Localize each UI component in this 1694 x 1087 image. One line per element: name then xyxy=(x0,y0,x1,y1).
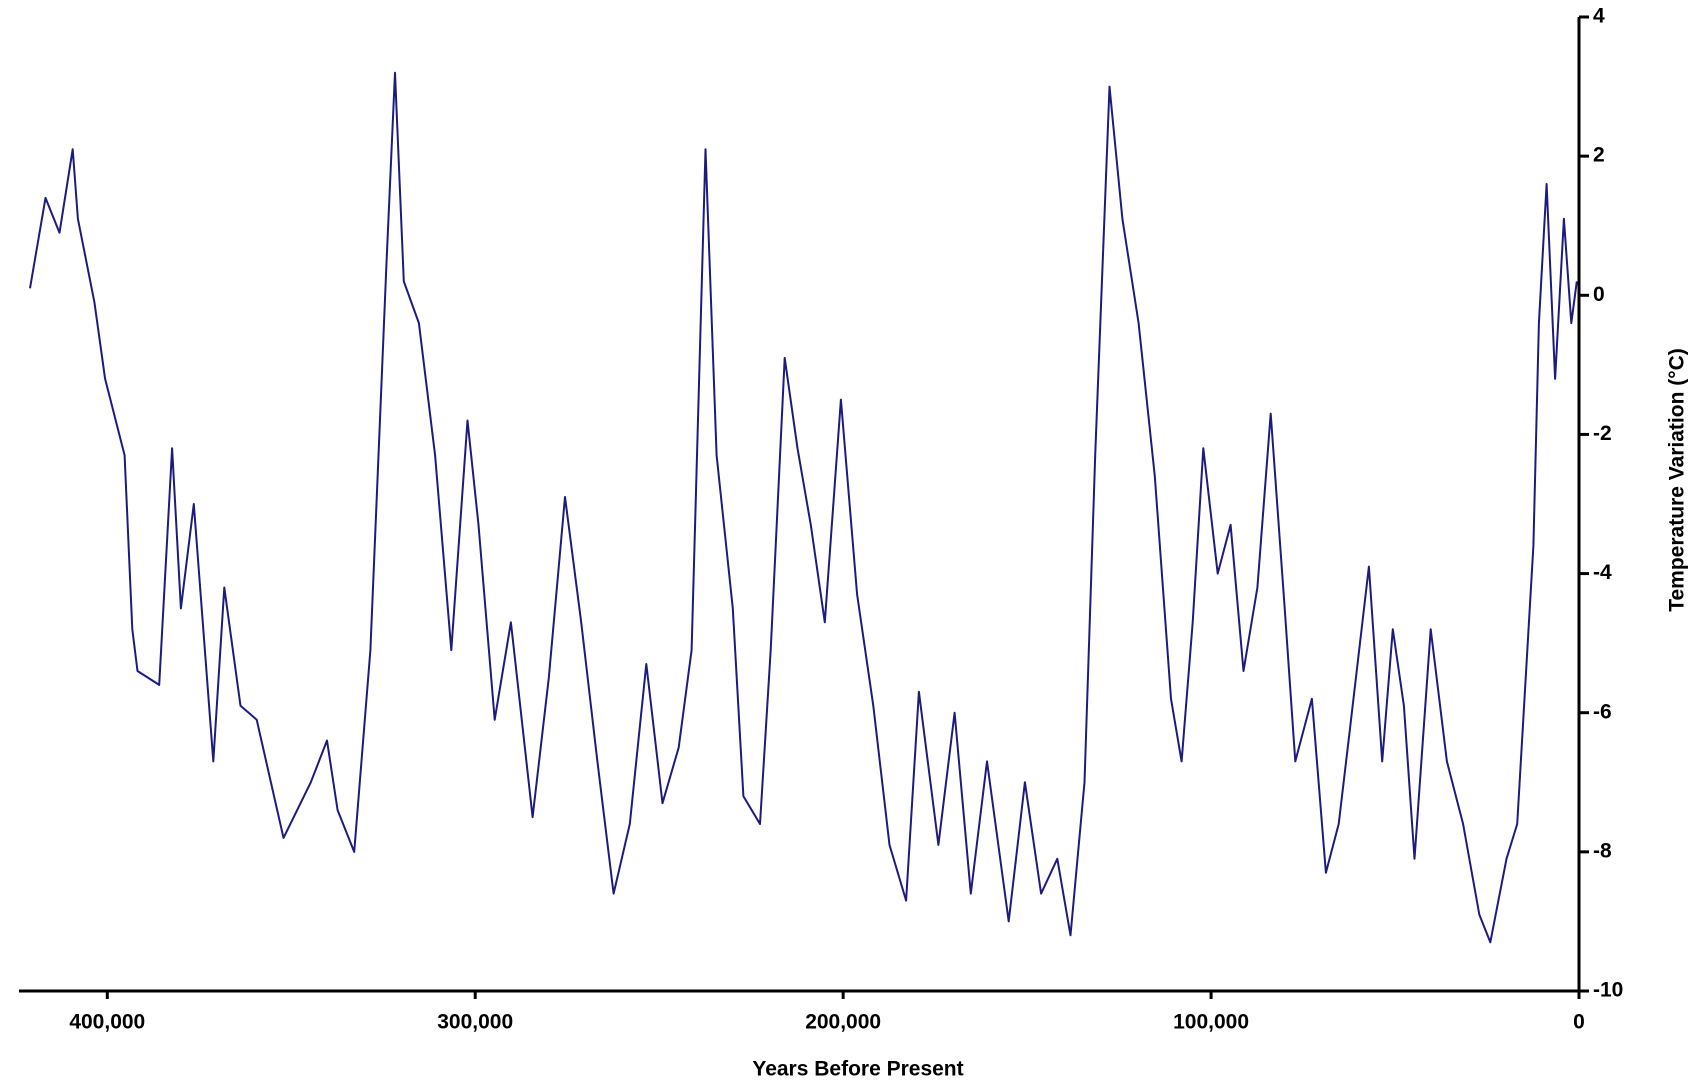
y-tick-label: -2 xyxy=(1593,422,1612,445)
y-tick-label: -6 xyxy=(1593,700,1612,723)
y-tick-label: 2 xyxy=(1593,144,1605,167)
y-axis-title: Temperature Variation (°C) xyxy=(1666,348,1689,612)
y-tick-label: -10 xyxy=(1593,979,1623,1002)
y-tick-label: 4 xyxy=(1593,5,1605,28)
x-tick-label: 300,000 xyxy=(437,1011,513,1034)
x-axis-title: Years Before Present xyxy=(752,1058,963,1081)
x-tick-label: 400,000 xyxy=(69,1011,145,1034)
x-tick-label: 0 xyxy=(1573,1011,1585,1034)
x-tick-label: 200,000 xyxy=(805,1011,881,1034)
y-tick-label: -4 xyxy=(1593,561,1612,584)
y-tick-label: 0 xyxy=(1593,283,1605,306)
y-tick-label: -8 xyxy=(1593,839,1612,862)
x-tick-label: 100,000 xyxy=(1173,1011,1249,1034)
temperature-line xyxy=(29,71,1578,944)
